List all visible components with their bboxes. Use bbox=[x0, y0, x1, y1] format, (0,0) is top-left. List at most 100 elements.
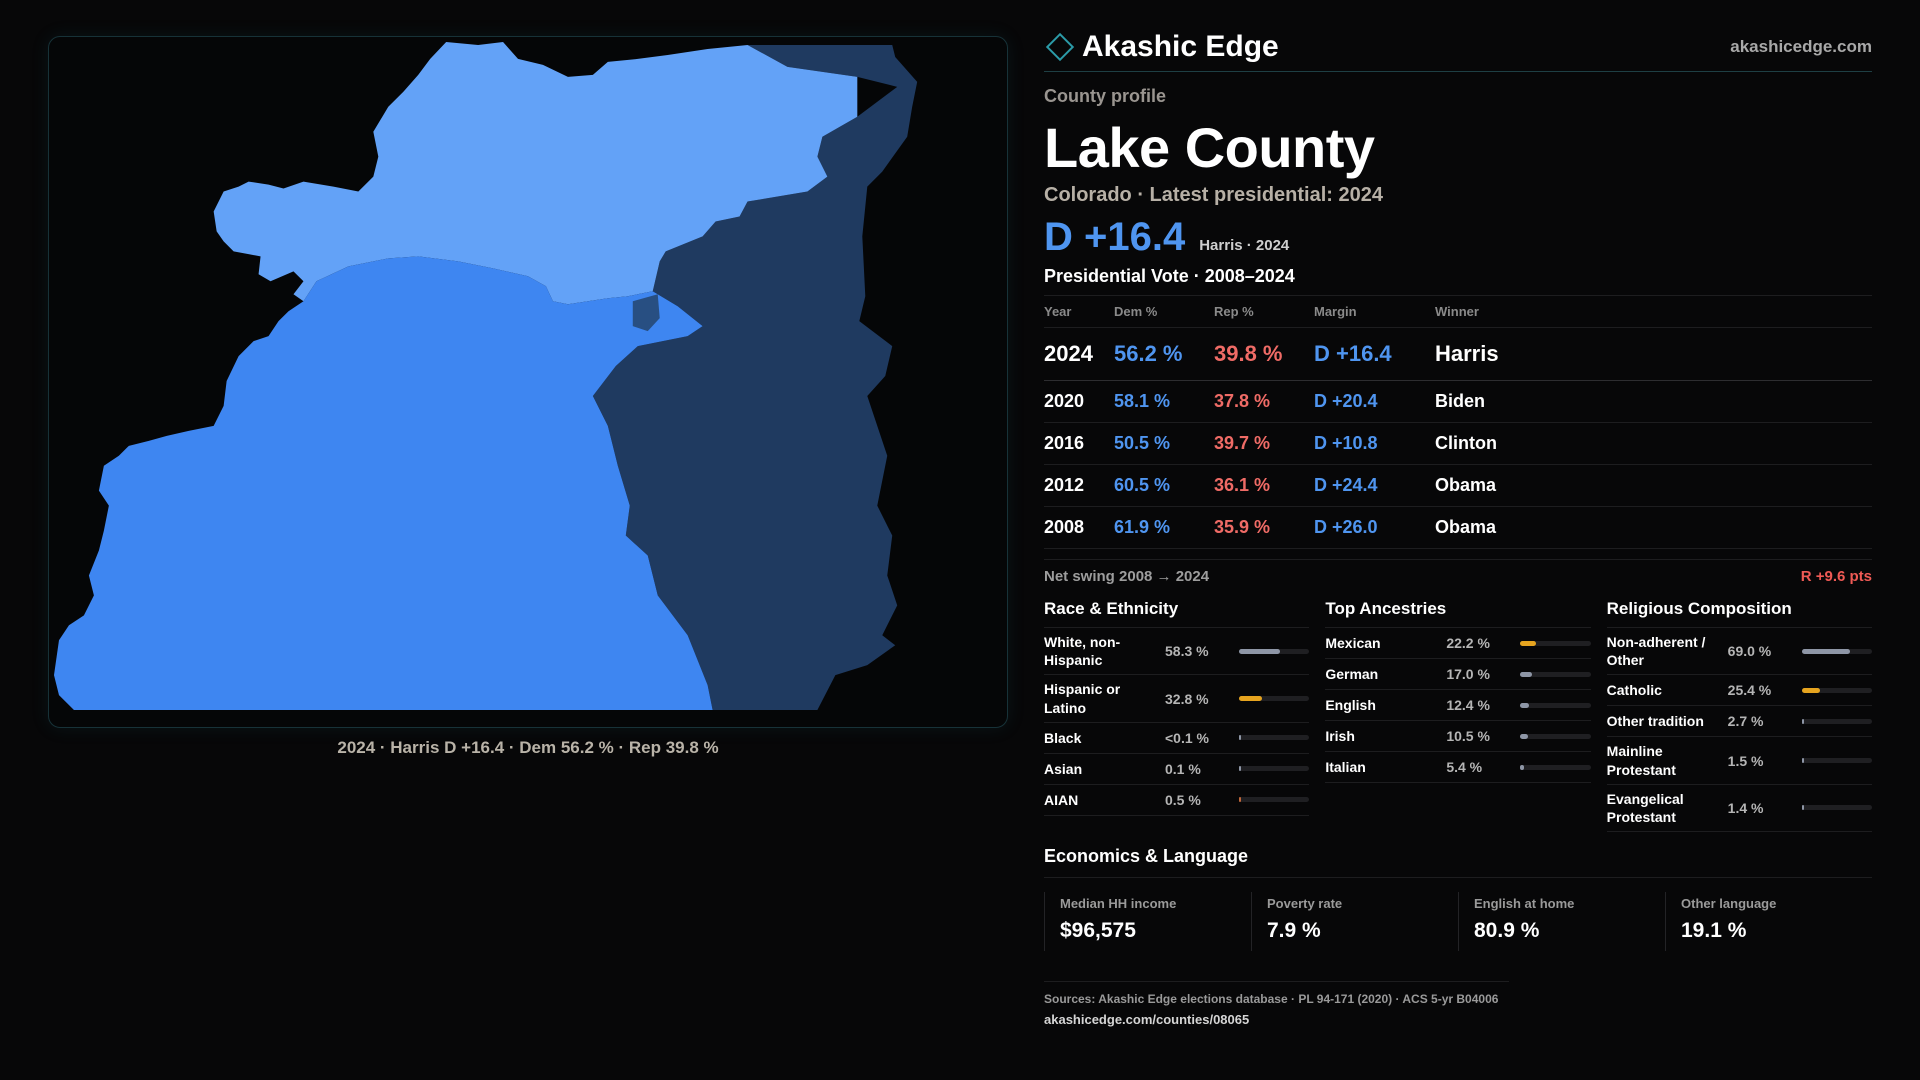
bar-track bbox=[1520, 640, 1591, 646]
bar-fill bbox=[1239, 648, 1280, 654]
cell-rep: 39.7 % bbox=[1214, 422, 1314, 465]
bar-track bbox=[1801, 687, 1872, 693]
county-profile-panel: Akashic Edge akashicedge.com County prof… bbox=[1044, 30, 1872, 1027]
bar-fill bbox=[1801, 648, 1851, 654]
row-value: 0.5 % bbox=[1165, 791, 1201, 808]
econ-label: English at home bbox=[1474, 896, 1575, 912]
precinct-north[interactable] bbox=[213, 41, 858, 305]
bar-fill bbox=[1520, 702, 1530, 708]
cell-rep: 35.9 % bbox=[1214, 506, 1314, 549]
bar-fill bbox=[1520, 671, 1533, 677]
cell-year: 2012 bbox=[1044, 464, 1114, 507]
ancestry-section: Top Ancestries Mexican 22.2 % German 17.0 %… bbox=[1325, 599, 1591, 832]
bar-fill bbox=[1801, 687, 1820, 693]
cell-rep: 37.8 % bbox=[1214, 380, 1314, 423]
list-item: White, non-Hispanic 58.3 % bbox=[1044, 628, 1310, 676]
bar-track bbox=[1801, 718, 1872, 724]
row-label: Evangelical Protestant bbox=[1606, 790, 1684, 825]
margin-note: Harris · 2024 bbox=[1199, 237, 1290, 254]
brand[interactable]: Akashic Edge bbox=[1044, 30, 1279, 64]
map-caption: 2024 · Harris D +16.4 · Dem 56.2 % · Rep… bbox=[337, 738, 719, 757]
col-winner: Winner bbox=[1435, 296, 1872, 328]
list-item: AIAN 0.5 % bbox=[1044, 785, 1310, 816]
econ-value: $96,575 bbox=[1060, 919, 1136, 943]
economics-grid: Median HH income $96,575 Poverty rate 7.… bbox=[1044, 892, 1872, 952]
cell-dem: 60.5 % bbox=[1114, 464, 1214, 507]
table-row: 2020 58.1 % 37.8 % D +20.4 Biden bbox=[1044, 380, 1872, 423]
row-value: 58.3 % bbox=[1165, 643, 1209, 660]
row-value: 25.4 % bbox=[1727, 682, 1772, 699]
precinct-southwest[interactable] bbox=[53, 256, 713, 711]
bar-track bbox=[1801, 758, 1872, 764]
row-value: 10.5 % bbox=[1446, 728, 1490, 744]
bar-fill bbox=[1239, 696, 1263, 702]
county-map-svg bbox=[53, 41, 918, 711]
econ-label: Poverty rate bbox=[1267, 896, 1343, 912]
econ-value: 7.9 % bbox=[1267, 919, 1321, 943]
county-map[interactable] bbox=[48, 36, 1008, 728]
row-label: English bbox=[1325, 696, 1376, 713]
religion-list: Non-adherent / Other 69.0 % Catholic 25.4 %… bbox=[1606, 628, 1872, 833]
swing-value: R +9.6 pts bbox=[1800, 568, 1872, 585]
cell-winner: Harris bbox=[1435, 327, 1872, 381]
econ-value: 80.9 % bbox=[1474, 919, 1540, 943]
precinct-notch[interactable] bbox=[632, 294, 660, 332]
list-item: Irish 10.5 % bbox=[1325, 721, 1591, 752]
sources-footer: Sources: Akashic Edge elections database… bbox=[1044, 981, 1509, 1027]
race-title: Race & Ethnicity bbox=[1044, 599, 1310, 628]
brand-name: Akashic Edge bbox=[1082, 29, 1279, 63]
row-value: 2.7 % bbox=[1727, 713, 1764, 730]
diamond-logo-icon bbox=[1045, 32, 1075, 61]
economics-title: Economics & Language bbox=[1044, 846, 1872, 879]
sources-url-link[interactable]: akashicedge.com/counties/08065 bbox=[1044, 1012, 1250, 1028]
list-item: Non-adherent / Other 69.0 % bbox=[1606, 628, 1872, 676]
cell-margin: D +10.8 bbox=[1314, 422, 1435, 465]
bar-track bbox=[1239, 648, 1310, 654]
list-item: Hispanic or Latino 32.8 % bbox=[1044, 675, 1310, 723]
sources-text: Sources: Akashic Edge elections database… bbox=[1044, 992, 1499, 1007]
presidential-title: Presidential Vote · 2008–2024 bbox=[1044, 266, 1872, 296]
cell-year: 2008 bbox=[1044, 506, 1114, 549]
brand-header: Akashic Edge akashicedge.com bbox=[1044, 30, 1872, 72]
list-item: Mainline Protestant 1.5 % bbox=[1606, 737, 1872, 785]
row-label: Black bbox=[1044, 729, 1082, 746]
list-item: German 17.0 % bbox=[1325, 659, 1591, 690]
row-value: 17.0 % bbox=[1446, 666, 1490, 682]
cell-dem: 61.9 % bbox=[1114, 506, 1214, 549]
bar-track bbox=[1239, 766, 1310, 772]
col-year: Year bbox=[1044, 296, 1114, 328]
row-label: Other tradition bbox=[1606, 713, 1704, 730]
row-label: Catholic bbox=[1606, 682, 1662, 699]
county-subline: Colorado · Latest presidential: 2024 bbox=[1044, 184, 1383, 206]
bar-track bbox=[1239, 696, 1310, 702]
table-row: 2016 50.5 % 39.7 % D +10.8 Clinton bbox=[1044, 422, 1872, 465]
precinct-east[interactable] bbox=[592, 44, 918, 711]
religion-section: Religious Composition Non-adherent / Oth… bbox=[1606, 599, 1872, 833]
list-item: Mexican 22.2 % bbox=[1325, 628, 1591, 659]
cell-year: 2016 bbox=[1044, 422, 1114, 465]
econ-cell-income: Median HH income $96,575 bbox=[1044, 892, 1251, 952]
bar-fill bbox=[1239, 766, 1241, 772]
presidential-table: Year Dem % Rep % Margin Winner 2024 56.2… bbox=[1044, 296, 1872, 549]
econ-cell-english: English at home 80.9 % bbox=[1458, 892, 1665, 952]
eyebrow-label: County profile bbox=[1044, 86, 1166, 106]
row-value: 32.8 % bbox=[1165, 690, 1209, 707]
cell-winner: Clinton bbox=[1435, 422, 1872, 465]
bar-fill bbox=[1801, 718, 1804, 724]
row-value: 69.0 % bbox=[1727, 643, 1772, 660]
row-label: Mainline Protestant bbox=[1606, 743, 1676, 778]
row-label: Italian bbox=[1325, 758, 1366, 775]
row-value: 1.4 % bbox=[1727, 799, 1764, 816]
row-label: AIAN bbox=[1044, 791, 1079, 808]
cell-year: 2024 bbox=[1044, 327, 1114, 381]
page-title: Lake County bbox=[1044, 116, 1375, 179]
row-value: 22.2 % bbox=[1446, 635, 1490, 651]
col-dem: Dem % bbox=[1114, 296, 1214, 328]
bar-fill bbox=[1520, 764, 1525, 770]
row-value: 12.4 % bbox=[1446, 697, 1490, 713]
row-label: Non-adherent / Other bbox=[1606, 634, 1706, 669]
list-item: Catholic 25.4 % bbox=[1606, 675, 1872, 707]
brand-url-link[interactable]: akashicedge.com bbox=[1730, 36, 1872, 56]
cell-dem: 50.5 % bbox=[1114, 422, 1214, 465]
bar-track bbox=[1520, 733, 1591, 739]
